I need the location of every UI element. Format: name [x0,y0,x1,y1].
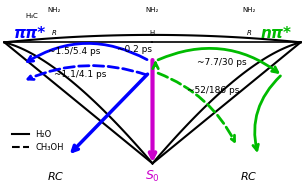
Text: R: R [52,30,57,36]
Text: nπ*: nπ* [260,26,292,41]
Text: NH₂: NH₂ [48,7,61,13]
Text: $RC$: $RC$ [240,170,258,182]
Text: R: R [247,30,252,36]
Text: ππ*: ππ* [13,26,46,41]
Text: H: H [150,30,155,36]
Text: NH₂: NH₂ [146,7,159,13]
Text: H₃C: H₃C [25,13,38,19]
Text: NH₂: NH₂ [242,7,256,13]
Text: ~52/186 ps: ~52/186 ps [187,86,239,95]
Text: ~1.5/5.4 ps: ~1.5/5.4 ps [48,47,100,56]
Text: ~7.7/30 ps: ~7.7/30 ps [197,58,247,67]
Text: $S_0$: $S_0$ [145,169,160,184]
Text: ~1.1/4.1 ps: ~1.1/4.1 ps [54,70,106,78]
Legend: H₂O, CH₃OH: H₂O, CH₃OH [9,127,67,156]
Text: $RC$: $RC$ [47,170,65,182]
Text: ~0.2 ps: ~0.2 ps [117,45,152,54]
